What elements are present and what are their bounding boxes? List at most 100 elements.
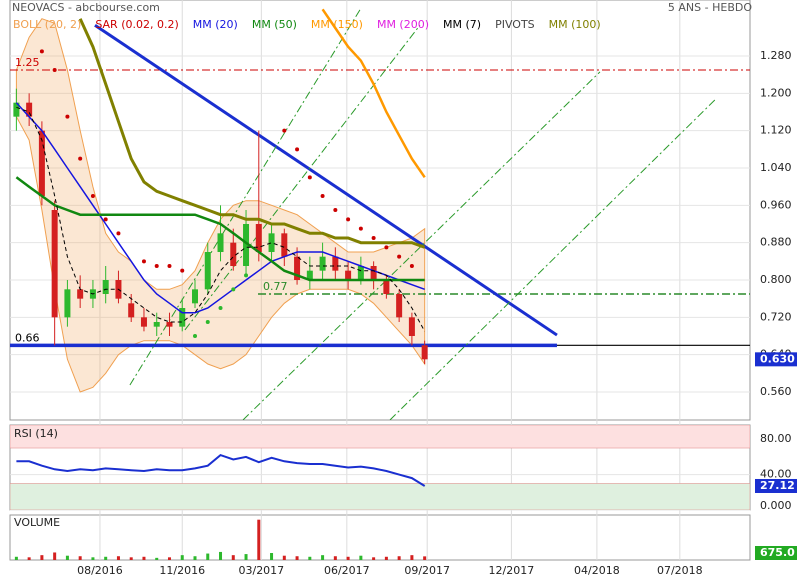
sar-dot [397,254,402,259]
sar-dot [282,128,287,133]
candle-body [153,322,160,327]
volume-bar [142,556,146,560]
trend-line [94,23,558,337]
chart-subtitle: 5 ANS - HEBDO [668,1,752,14]
candle-body [38,130,45,196]
candle-body [230,242,237,266]
sar-dot [295,147,300,152]
rsi-zone [10,483,750,510]
volume-bar [282,555,286,560]
sar-dot [193,334,197,338]
volume-bar [78,556,82,560]
volume-panel [9,514,751,561]
value-tag [755,478,797,493]
sar-dot [409,264,414,268]
candle-body [408,317,415,336]
candle-body [294,256,301,280]
x-tick-label: 08/2016 [77,564,123,577]
volume-bar [129,557,133,560]
candle-body [396,294,403,318]
y-tick-label: 40.00 [760,468,792,481]
candle-body [77,289,84,299]
volume-bar [270,553,274,560]
sar-dot [333,208,338,212]
rsi-zone [10,425,750,449]
line-label: 0.66 [15,331,40,344]
candle-body [166,322,173,327]
volume-bar [167,557,171,560]
volume-bar [91,557,95,560]
candle-body [345,270,352,280]
candle-body [192,289,198,304]
candle-body [306,270,313,280]
legend-entry: MM (200) [377,18,429,31]
sar-dot [218,306,223,310]
x-tick-label: 04/2018 [574,564,620,577]
legend-entry: MM (150) [311,18,363,31]
sar-dot [52,68,57,72]
volume-bar [231,555,235,560]
x-tick-label: 07/2018 [657,564,703,577]
y-tick-label: 1.120 [760,124,792,137]
price-tag-label: 0.630 [760,352,795,365]
legend-entry: PIVOTS [495,18,535,31]
sar-dot [141,259,146,264]
volume-bar [333,556,337,560]
volume-title: VOLUME [14,516,60,529]
sar-dot [205,320,210,324]
candle-body [370,266,377,280]
sar-dot [358,226,363,231]
y-tick-label: 0.000 [760,499,792,512]
y-tick-label: 80.00 [760,432,792,445]
rsi-plot [10,425,750,510]
legend-entry: MM (50) [252,18,297,31]
volume-bar [53,552,57,560]
candle-body [51,210,58,318]
volume-bar [116,556,120,560]
volume-bar [65,555,69,560]
volume-bar [40,555,44,560]
volume-bar [423,556,427,560]
candle-body [140,317,147,327]
sar-dot [307,175,312,180]
trend-line [129,9,361,386]
candle-body [217,233,224,252]
volume-bar [384,556,388,560]
sar-dot [320,194,325,198]
y-tick-label: 1.200 [760,86,792,99]
sar-dot [231,287,236,292]
rsi-title: RSI (14) [14,427,58,440]
sar-dot [78,156,83,161]
trend-line [389,99,716,420]
candle-body [421,345,428,360]
rsi-line [16,453,426,487]
sar-dot [116,231,121,236]
volume-bar [219,551,223,560]
sar-dot [154,264,159,268]
candle-body [179,308,186,327]
candle-body [13,102,20,117]
sar-dot [244,273,249,278]
volume-bar [155,557,159,560]
volume-bar [180,555,184,560]
trend-line [184,24,421,331]
volume-bar [27,557,31,560]
candle-body [319,256,326,271]
moving-average [321,8,426,179]
x-tick-label: 06/2017 [324,564,370,577]
legend-entry: SAR (0.02, 0.2) [95,18,178,31]
candle-body [268,233,275,252]
line-label: 1.25 [15,56,40,69]
sar-dot [167,264,172,268]
labels: NEOVACS - abcbourse.com 5 ANS - HEBDO RS… [12,1,797,577]
candle-body [102,280,109,294]
value-tag-label: 27.12 [760,479,795,492]
volume-bar [397,556,401,560]
volume-plot [14,519,427,560]
value-tag-label: 675.0 [760,546,795,559]
moving-average [15,176,425,282]
volume-bar [410,555,414,560]
sar-dot [65,114,70,119]
moving-average [78,18,426,249]
volume-bar [193,556,197,560]
